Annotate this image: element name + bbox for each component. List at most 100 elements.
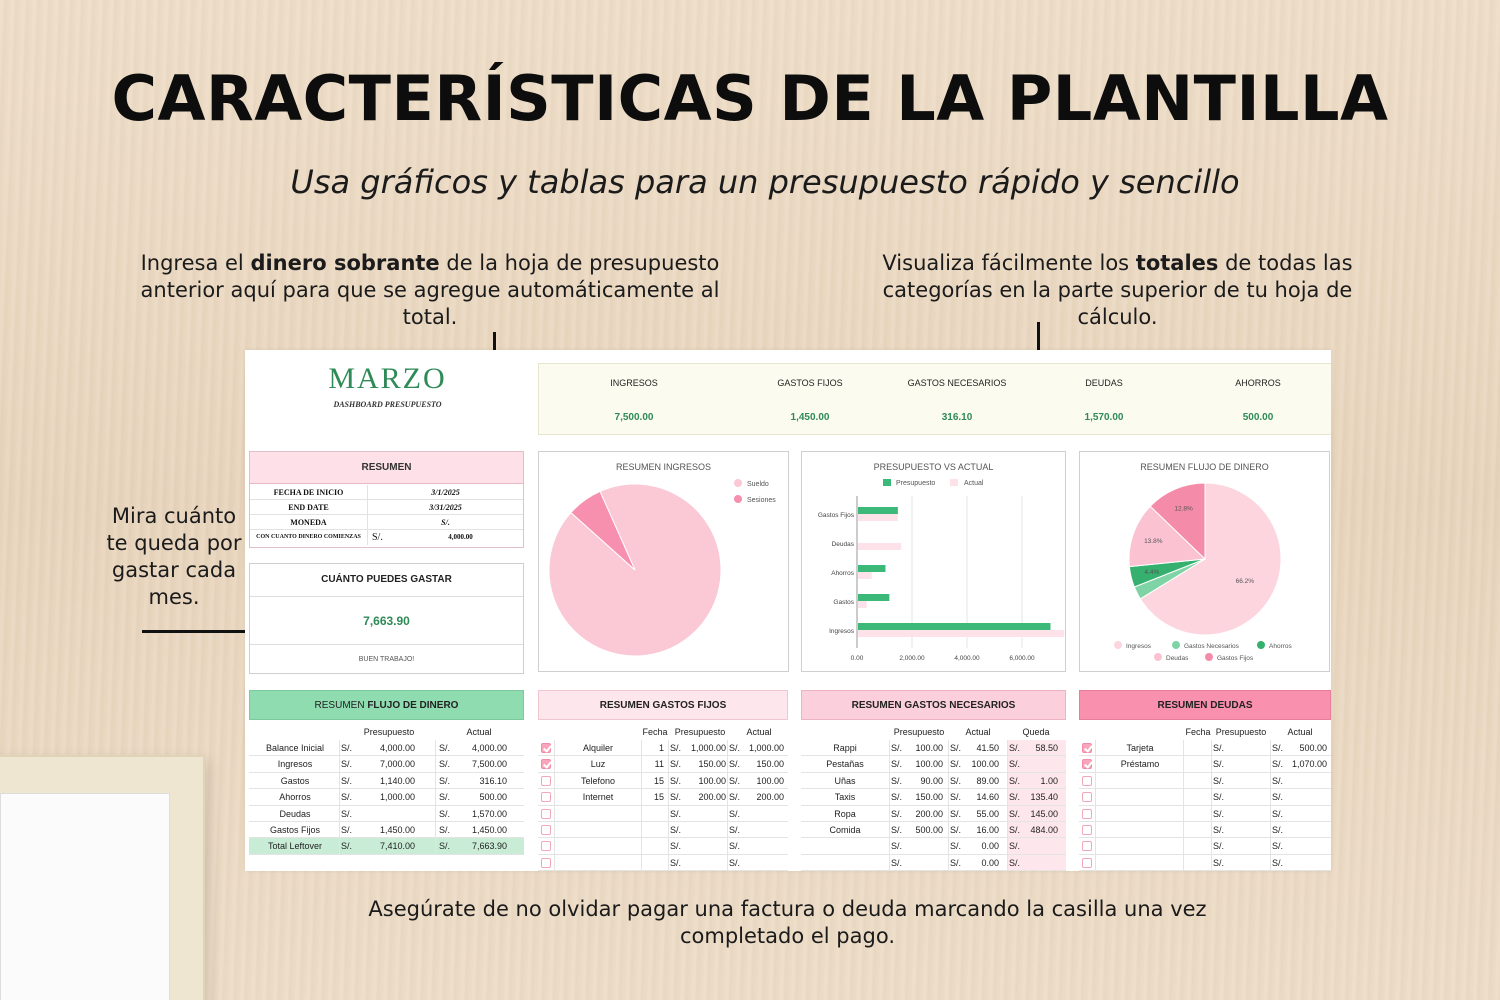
checkbox-unchecked[interactable] bbox=[541, 841, 551, 852]
actual-value[interactable] bbox=[1283, 838, 1327, 854]
actual-value[interactable]: 4,000.00 bbox=[471, 743, 507, 753]
expense-name[interactable]: Luz bbox=[590, 759, 606, 770]
expense-name[interactable] bbox=[556, 838, 640, 854]
actual-value[interactable]: 1,000.00 bbox=[748, 743, 784, 753]
checkbox-unchecked[interactable] bbox=[541, 825, 551, 835]
expense-name[interactable]: Internet bbox=[582, 792, 614, 803]
resumen-value[interactable]: 3/1/2025 bbox=[431, 488, 460, 497]
debt-name[interactable] bbox=[1097, 806, 1183, 822]
actual-value[interactable]: 100.00 bbox=[971, 759, 999, 770]
checkbox-unchecked[interactable] bbox=[541, 792, 551, 803]
debt-name[interactable] bbox=[1097, 838, 1183, 854]
due-date[interactable]: 15 bbox=[653, 792, 664, 803]
actual-value[interactable]: 1,570.00 bbox=[471, 808, 507, 819]
expense-name[interactable]: Telefono bbox=[580, 775, 616, 786]
budget-value[interactable]: 90.00 bbox=[920, 775, 943, 786]
due-date[interactable]: 1 bbox=[658, 743, 664, 753]
checkbox-unchecked[interactable] bbox=[1082, 775, 1092, 786]
budget-value[interactable]: 1,450.00 bbox=[379, 825, 415, 835]
actual-value[interactable]: 55.00 bbox=[976, 808, 999, 819]
budget-value[interactable]: 200.00 bbox=[915, 808, 943, 819]
checkbox-unchecked[interactable] bbox=[1082, 841, 1092, 852]
expense-name[interactable]: Rappi bbox=[833, 743, 857, 753]
debt-name[interactable]: Tarjeta bbox=[1126, 743, 1154, 753]
resumen-value[interactable]: S/. bbox=[441, 518, 450, 527]
budget-value[interactable] bbox=[359, 806, 415, 822]
actual-value[interactable]: 0.00 bbox=[981, 857, 999, 868]
budget-value[interactable]: 1,000.00 bbox=[379, 792, 415, 803]
budget-value[interactable]: 150.00 bbox=[698, 759, 726, 770]
actual-value[interactable]: 7,663.90 bbox=[471, 841, 507, 852]
actual-value[interactable]: 1,450.00 bbox=[471, 825, 507, 835]
actual-value[interactable] bbox=[742, 855, 784, 871]
expense-name[interactable]: Uñas bbox=[834, 775, 856, 786]
debt-name[interactable] bbox=[1097, 822, 1183, 838]
expense-name[interactable] bbox=[556, 806, 640, 822]
due-date[interactable]: 15 bbox=[653, 775, 664, 786]
resumen-value[interactable]: 3/31/2025 bbox=[429, 503, 462, 512]
actual-value[interactable] bbox=[1283, 822, 1327, 838]
actual-value[interactable]: 100.00 bbox=[756, 775, 784, 786]
debt-name[interactable]: Préstamo bbox=[1120, 759, 1160, 770]
budget-value[interactable]: 1,140.00 bbox=[379, 775, 415, 786]
debt-name[interactable] bbox=[1097, 773, 1183, 789]
budget-value[interactable] bbox=[684, 838, 726, 854]
checkbox-unchecked[interactable] bbox=[541, 857, 551, 868]
checkbox-unchecked[interactable] bbox=[1082, 792, 1092, 803]
budget-value[interactable]: 100.00 bbox=[915, 759, 943, 770]
budget-value[interactable] bbox=[684, 822, 726, 838]
checkbox-checked[interactable] bbox=[1082, 759, 1092, 770]
actual-value[interactable] bbox=[742, 806, 784, 822]
expense-name[interactable]: Taxis bbox=[834, 792, 856, 803]
expense-name[interactable] bbox=[801, 838, 889, 854]
expense-name[interactable] bbox=[556, 822, 640, 838]
actual-value[interactable]: 7,500.00 bbox=[471, 759, 507, 770]
budget-value[interactable]: 150.00 bbox=[915, 792, 943, 803]
actual-value[interactable]: 1,070.00 bbox=[1291, 759, 1327, 770]
expense-name[interactable]: Pestañas bbox=[826, 759, 864, 770]
actual-value[interactable]: 89.00 bbox=[976, 775, 999, 786]
budget-value[interactable]: 200.00 bbox=[698, 792, 726, 803]
expense-name[interactable]: Comida bbox=[829, 825, 861, 835]
due-date[interactable]: 11 bbox=[654, 759, 664, 770]
checkbox-checked[interactable] bbox=[541, 743, 551, 753]
expense-name[interactable] bbox=[801, 855, 889, 871]
actual-value[interactable]: 0.00 bbox=[981, 841, 999, 852]
due-date[interactable] bbox=[640, 838, 664, 854]
actual-value[interactable] bbox=[742, 822, 784, 838]
due-date[interactable] bbox=[640, 806, 664, 822]
checkbox-unchecked[interactable] bbox=[1082, 808, 1092, 819]
debt-name[interactable] bbox=[1097, 789, 1183, 805]
budget-value[interactable]: 1,000.00 bbox=[690, 743, 726, 753]
actual-value[interactable] bbox=[1283, 773, 1327, 789]
actual-value[interactable]: 41.50 bbox=[976, 743, 999, 753]
actual-value[interactable]: 200.00 bbox=[756, 792, 784, 803]
actual-value[interactable]: 316.10 bbox=[479, 775, 507, 786]
budget-value[interactable]: 7,410.00 bbox=[379, 841, 415, 852]
expense-name[interactable]: Alquiler bbox=[582, 743, 613, 753]
checkbox-unchecked[interactable] bbox=[541, 808, 551, 819]
budget-value[interactable]: 500.00 bbox=[915, 825, 943, 835]
checkbox-unchecked[interactable] bbox=[1082, 825, 1092, 835]
budget-value[interactable] bbox=[905, 838, 943, 854]
debt-name[interactable] bbox=[1097, 855, 1183, 871]
budget-value[interactable]: 7,000.00 bbox=[379, 759, 415, 770]
checkbox-unchecked[interactable] bbox=[1082, 857, 1092, 868]
actual-value[interactable]: 150.00 bbox=[756, 759, 784, 770]
actual-value[interactable]: 14.60 bbox=[976, 792, 999, 803]
due-date[interactable] bbox=[640, 855, 664, 871]
actual-value[interactable] bbox=[1283, 789, 1327, 805]
budget-value[interactable]: 100.00 bbox=[698, 775, 726, 786]
expense-name[interactable] bbox=[556, 855, 640, 871]
budget-value[interactable] bbox=[684, 855, 726, 871]
expense-name[interactable]: Ropa bbox=[834, 808, 856, 819]
checkbox-checked[interactable] bbox=[541, 759, 551, 770]
budget-value[interactable] bbox=[905, 855, 943, 871]
budget-value[interactable]: 100.00 bbox=[915, 743, 943, 753]
checkbox-checked[interactable] bbox=[1082, 743, 1092, 753]
starting-money-input[interactable]: 4,000.00 bbox=[448, 533, 473, 541]
checkbox-unchecked[interactable] bbox=[541, 775, 551, 786]
actual-value[interactable] bbox=[1283, 855, 1327, 871]
actual-value[interactable] bbox=[742, 838, 784, 854]
actual-value[interactable]: 500.00 bbox=[479, 792, 507, 803]
